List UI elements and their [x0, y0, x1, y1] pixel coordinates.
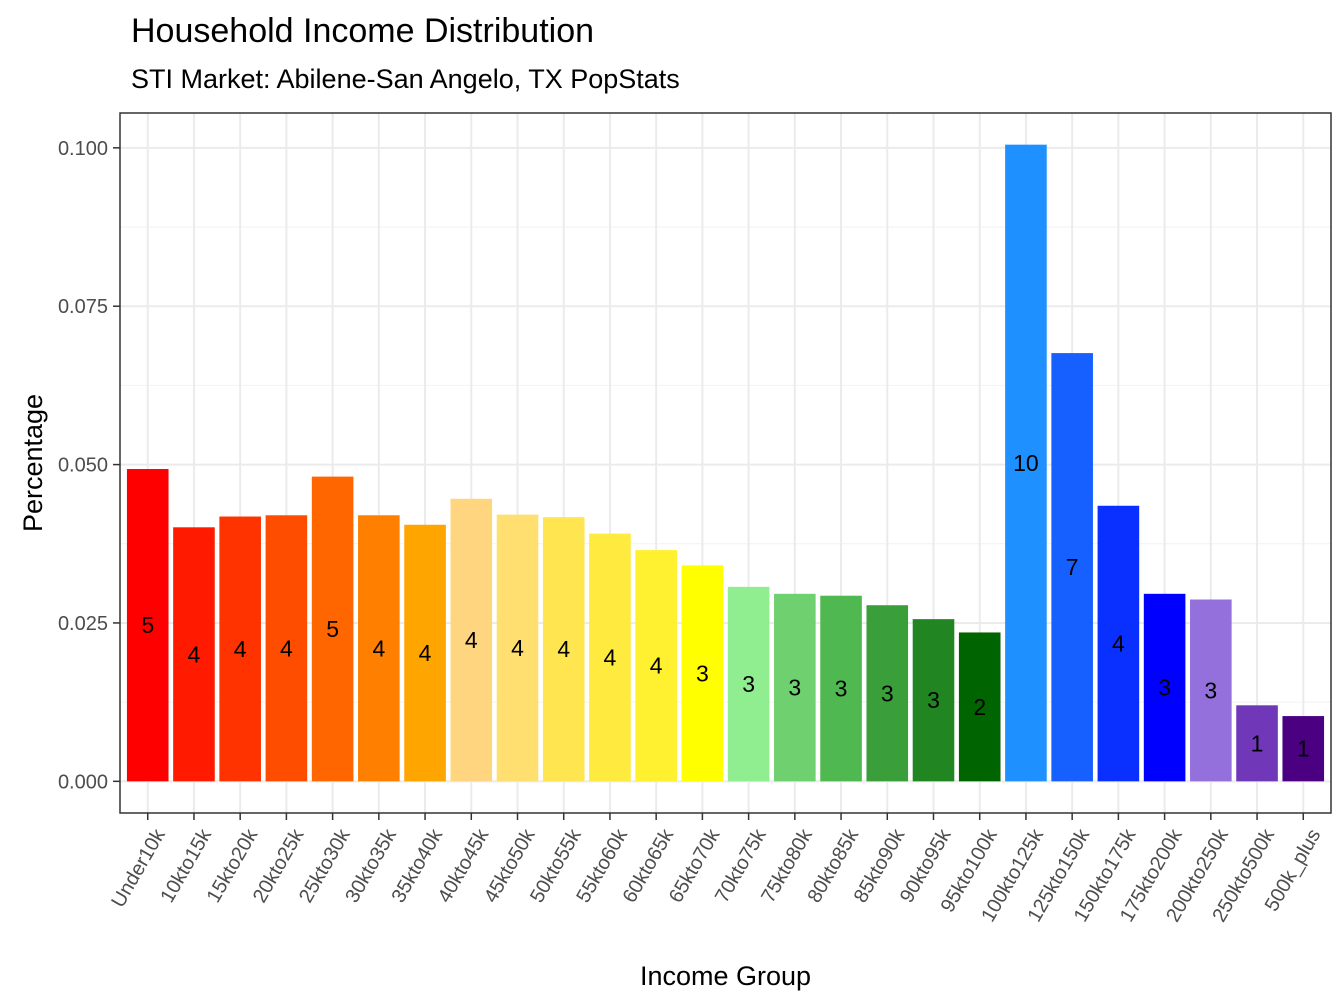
bar-label-15kto20k: 4 — [234, 636, 247, 662]
bar-label-40kto45k: 4 — [465, 627, 478, 653]
bar-label-35kto40k: 4 — [419, 640, 432, 666]
x-axis: Under10k10kto15k15kto20k20kto25k25kto30k… — [107, 813, 1325, 926]
bar-80kto85k — [820, 595, 862, 782]
bar-85kto90k — [866, 605, 909, 782]
bar-label-95kto100k: 2 — [973, 694, 986, 720]
bar-30kto35k — [358, 515, 400, 782]
y-axis-title: Percentage — [18, 394, 48, 532]
bar-175kto200k — [1143, 593, 1186, 782]
y-tick-label: 0.075 — [58, 296, 108, 318]
bar-20kto25k — [265, 515, 308, 782]
bar-40kto45k — [450, 498, 493, 782]
bar-500k_plus — [1282, 716, 1325, 782]
bar-label-55kto60k: 4 — [604, 644, 617, 670]
bar-45kto50k — [496, 514, 539, 782]
bar-250kto500k — [1236, 705, 1278, 782]
y-tick-label: 0.025 — [58, 613, 108, 635]
bar-15kto20k — [219, 516, 261, 782]
bar-Under10k — [126, 469, 169, 782]
y-axis: 0.000 0.025 0.050 0.075 0.100 — [58, 138, 120, 793]
plot-border — [119, 112, 1332, 814]
bar-25kto30k — [311, 476, 354, 782]
bar-200kto250k — [1190, 599, 1232, 782]
bar-label-150kto175k: 4 — [1112, 631, 1125, 657]
chart-subtitle: STI Market: Abilene-San Angelo, TX PopSt… — [131, 64, 680, 94]
bars — [126, 144, 1325, 782]
bar-label-85kto90k: 3 — [881, 680, 894, 706]
bar-55kto60k — [589, 533, 631, 782]
bar-label-65kto70k: 3 — [696, 660, 709, 686]
bar-labels: 5 4 4 4 5 4 4 4 4 4 4 4 3 3 3 3 3 3 2 10 7 4 3 3 1 1 — [141, 450, 1309, 762]
y-tick-label: 0.100 — [58, 138, 108, 160]
bar-label-25kto30k: 5 — [326, 616, 339, 642]
bar-60kto65k — [635, 550, 677, 782]
bar-150kto175k — [1097, 505, 1140, 782]
bar-75kto80k — [774, 593, 816, 782]
bar-label-20kto25k: 4 — [280, 635, 293, 661]
bar-65kto70k — [681, 565, 724, 782]
bar-95kto100k — [958, 632, 1001, 782]
bar-label-70kto75k: 3 — [742, 671, 755, 697]
chart-title: Household Income Distribution — [131, 12, 595, 50]
bar-label-75kto80k: 3 — [788, 675, 801, 701]
bar-10kto15k — [173, 527, 215, 782]
bar-label-10kto15k: 4 — [188, 641, 201, 667]
bar-label-90kto95k: 3 — [927, 687, 940, 713]
bar-label-50kto55k: 4 — [557, 636, 570, 662]
bar-label-500k_plus: 1 — [1297, 736, 1310, 762]
bar-label-60kto65k: 4 — [650, 653, 663, 679]
bar-label-200kto250k: 3 — [1204, 677, 1217, 703]
bar-100kto125k — [1005, 144, 1047, 782]
bar-label-45kto50k: 4 — [511, 635, 524, 661]
bar-90kto95k — [912, 619, 955, 782]
bar-label-250kto500k: 1 — [1251, 730, 1264, 756]
x-axis-title: Income Group — [640, 961, 811, 991]
y-tick-label: 0.050 — [58, 455, 108, 477]
bar-50kto55k — [542, 517, 585, 782]
bar-35kto40k — [404, 524, 446, 782]
bar-label-175kto200k: 3 — [1158, 675, 1171, 701]
bar-label-Under10k: 5 — [141, 612, 154, 638]
y-tick-label: 0.000 — [58, 771, 108, 793]
bar-label-100kto125k: 10 — [1013, 450, 1039, 476]
bar-70kto75k — [727, 586, 770, 782]
bar-label-30kto35k: 4 — [372, 635, 385, 661]
bar-label-80kto85k: 3 — [835, 676, 848, 702]
bar-125kto150k — [1051, 353, 1093, 782]
bar-label-125kto150k: 7 — [1066, 554, 1079, 580]
